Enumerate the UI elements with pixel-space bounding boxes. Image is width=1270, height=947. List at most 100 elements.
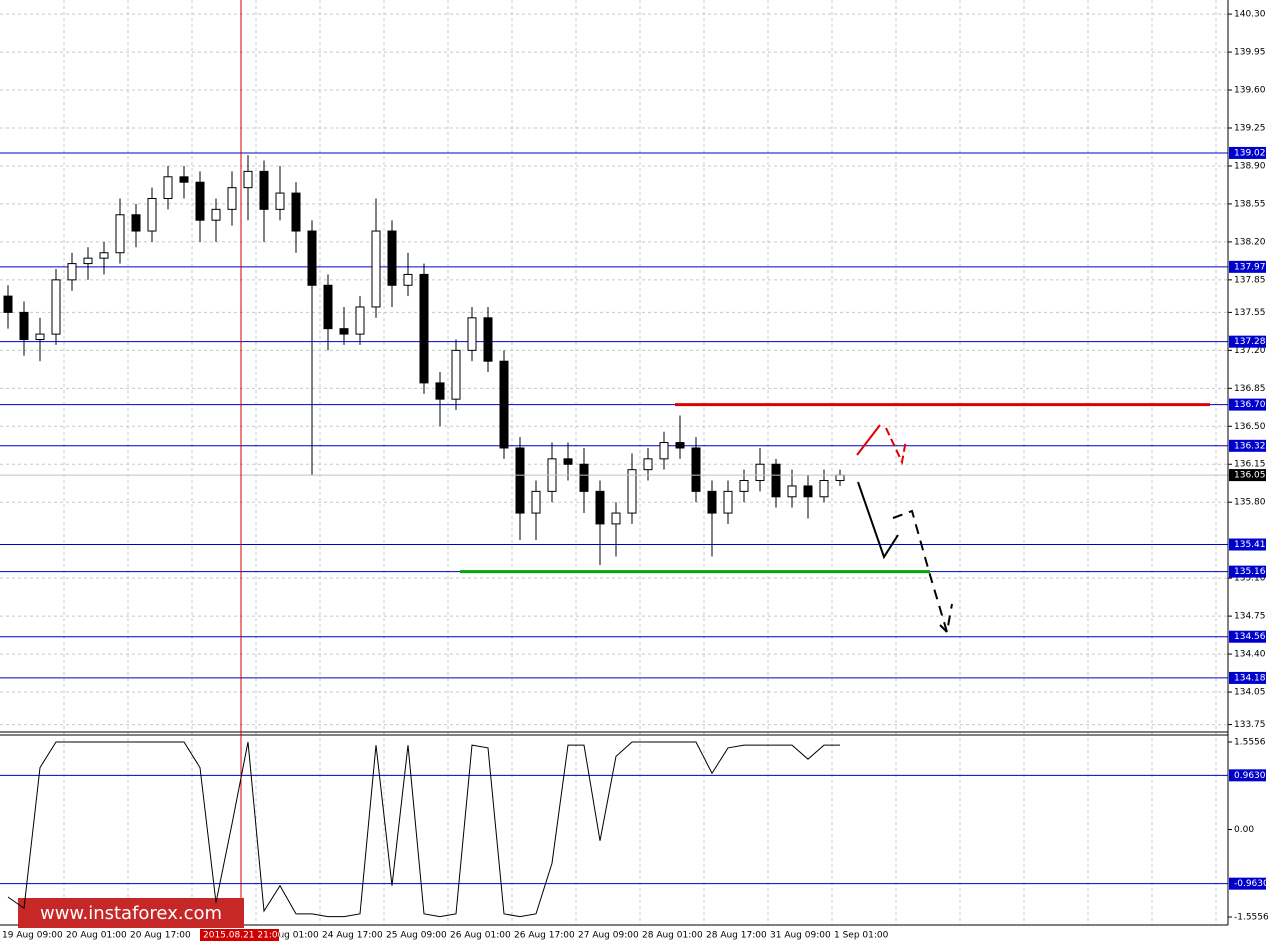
x-tick-label: 25 Aug 09:00 <box>386 931 447 941</box>
candle-body <box>67 263 77 281</box>
arrow <box>885 427 907 466</box>
x-tick-label: 28 Aug 17:00 <box>706 931 767 941</box>
candle-body <box>627 469 637 514</box>
indicator-tick-label: 0.00 <box>1234 825 1254 835</box>
candle-body <box>115 214 125 254</box>
candle-body <box>771 463 781 498</box>
y-tick-label: 136.15 <box>1234 460 1266 470</box>
x-tick-label: 27 Aug 09:00 <box>578 931 639 941</box>
level-label-box <box>1229 538 1266 551</box>
candle-body <box>355 306 365 335</box>
candle-body <box>691 447 701 492</box>
candle-body <box>659 442 669 460</box>
candle-body <box>499 360 509 449</box>
candle-body <box>131 214 141 232</box>
candle-body <box>755 463 765 482</box>
candle-body <box>531 490 541 514</box>
candle-body <box>339 328 349 335</box>
candle-body <box>419 273 429 384</box>
level-label: 134.56 <box>1234 632 1266 642</box>
y-tick-label: 134.75 <box>1234 612 1266 622</box>
watermark-text: www.instaforex.com <box>40 903 222 924</box>
level-label: 137.28 <box>1234 337 1266 347</box>
crosshair-label-box <box>200 929 279 941</box>
level-label: 136.32 <box>1234 441 1266 451</box>
x-tick-label: 26 Aug 01:00 <box>450 931 511 941</box>
candle-body <box>275 192 285 210</box>
level-label-box <box>1229 671 1266 684</box>
y-tick-label: 135.80 <box>1234 498 1266 508</box>
candle-body <box>35 333 45 341</box>
level-label-box <box>1229 565 1266 578</box>
candle-body <box>579 463 589 492</box>
y-tick-label: 139.25 <box>1234 123 1266 133</box>
plot <box>0 0 1228 925</box>
watermark-box <box>18 898 244 928</box>
x-tick-label: 26 Aug 17:00 <box>514 931 575 941</box>
indicator-level-box <box>1229 769 1266 782</box>
candle-body <box>51 279 61 335</box>
x-tick-label: 28 Aug 01:00 <box>642 931 703 941</box>
y-tick-label: 137.85 <box>1234 275 1266 285</box>
y-tick-label: 139.95 <box>1234 48 1266 58</box>
candle-body <box>403 273 413 286</box>
arrow <box>857 481 899 560</box>
candle-body <box>435 382 445 400</box>
indicator-level-label: 0.9630 <box>1234 771 1266 781</box>
candle-body <box>467 317 477 351</box>
level-label-box <box>1229 335 1266 348</box>
level-label: 136.70 <box>1234 400 1266 410</box>
watermark: www.instaforex.com <box>18 898 244 928</box>
y-tick-label: 137.20 <box>1234 346 1266 356</box>
forecast-arrows <box>856 424 953 633</box>
candle-body <box>147 197 157 232</box>
level-label: 135.41 <box>1234 540 1266 550</box>
x-tick-label: 24 Aug 17:00 <box>322 931 383 941</box>
candle-body <box>3 295 13 313</box>
x-tick-label: 20 Aug 17:00 <box>130 931 191 941</box>
level-label-box <box>1229 260 1266 273</box>
x-tick-label: 20 Aug 01:00 <box>66 931 127 941</box>
current-price-box <box>1229 469 1266 482</box>
candle-body <box>595 490 605 525</box>
y-tick-label: 136.85 <box>1234 384 1266 394</box>
y-tick-label: 138.55 <box>1234 199 1266 209</box>
y-tick-label: 133.75 <box>1234 720 1266 730</box>
candle-body <box>323 284 333 330</box>
candle-body <box>835 474 845 482</box>
candle-body <box>611 512 621 525</box>
y-tick-label: 140.30 <box>1234 10 1266 20</box>
level-label: 134.18 <box>1234 673 1266 683</box>
x-tick-label: 24 Aug 01:00 <box>258 931 319 941</box>
indicator-level-box <box>1229 877 1266 890</box>
y-tick-label: 134.40 <box>1234 650 1266 660</box>
candle-body <box>291 192 301 232</box>
candle-body <box>515 447 525 514</box>
candle-body <box>739 480 749 492</box>
current-price-label: 136.05 <box>1234 471 1266 481</box>
candle-body <box>387 230 397 286</box>
candle-body <box>643 458 653 471</box>
candle-body <box>259 170 269 210</box>
candle-body <box>211 208 221 221</box>
x-tick-label: 19 Aug 09:00 <box>2 931 63 941</box>
candle-body <box>371 230 381 308</box>
y-tick-label: 134.05 <box>1234 688 1266 698</box>
candle-body <box>563 458 573 465</box>
level-label: 135.16 <box>1234 567 1266 577</box>
candle-body <box>483 317 493 362</box>
candle-body <box>675 442 685 449</box>
indicator-tick-label: -1.5556 <box>1234 912 1269 922</box>
y-tick-label: 139.60 <box>1234 86 1266 96</box>
candle-body <box>707 490 717 514</box>
level-label: 139.02 <box>1234 148 1266 158</box>
crosshair-label: 2015.08.21 21:00 <box>203 931 284 941</box>
indicator-level-label: -0.9630 <box>1234 879 1269 889</box>
y-tick-label: 137.55 <box>1234 308 1266 318</box>
candle-body <box>195 181 205 221</box>
y-tick-label: 138.20 <box>1234 237 1266 247</box>
candle-body <box>179 176 189 183</box>
candle-body <box>243 170 253 189</box>
candle-body <box>227 187 237 210</box>
